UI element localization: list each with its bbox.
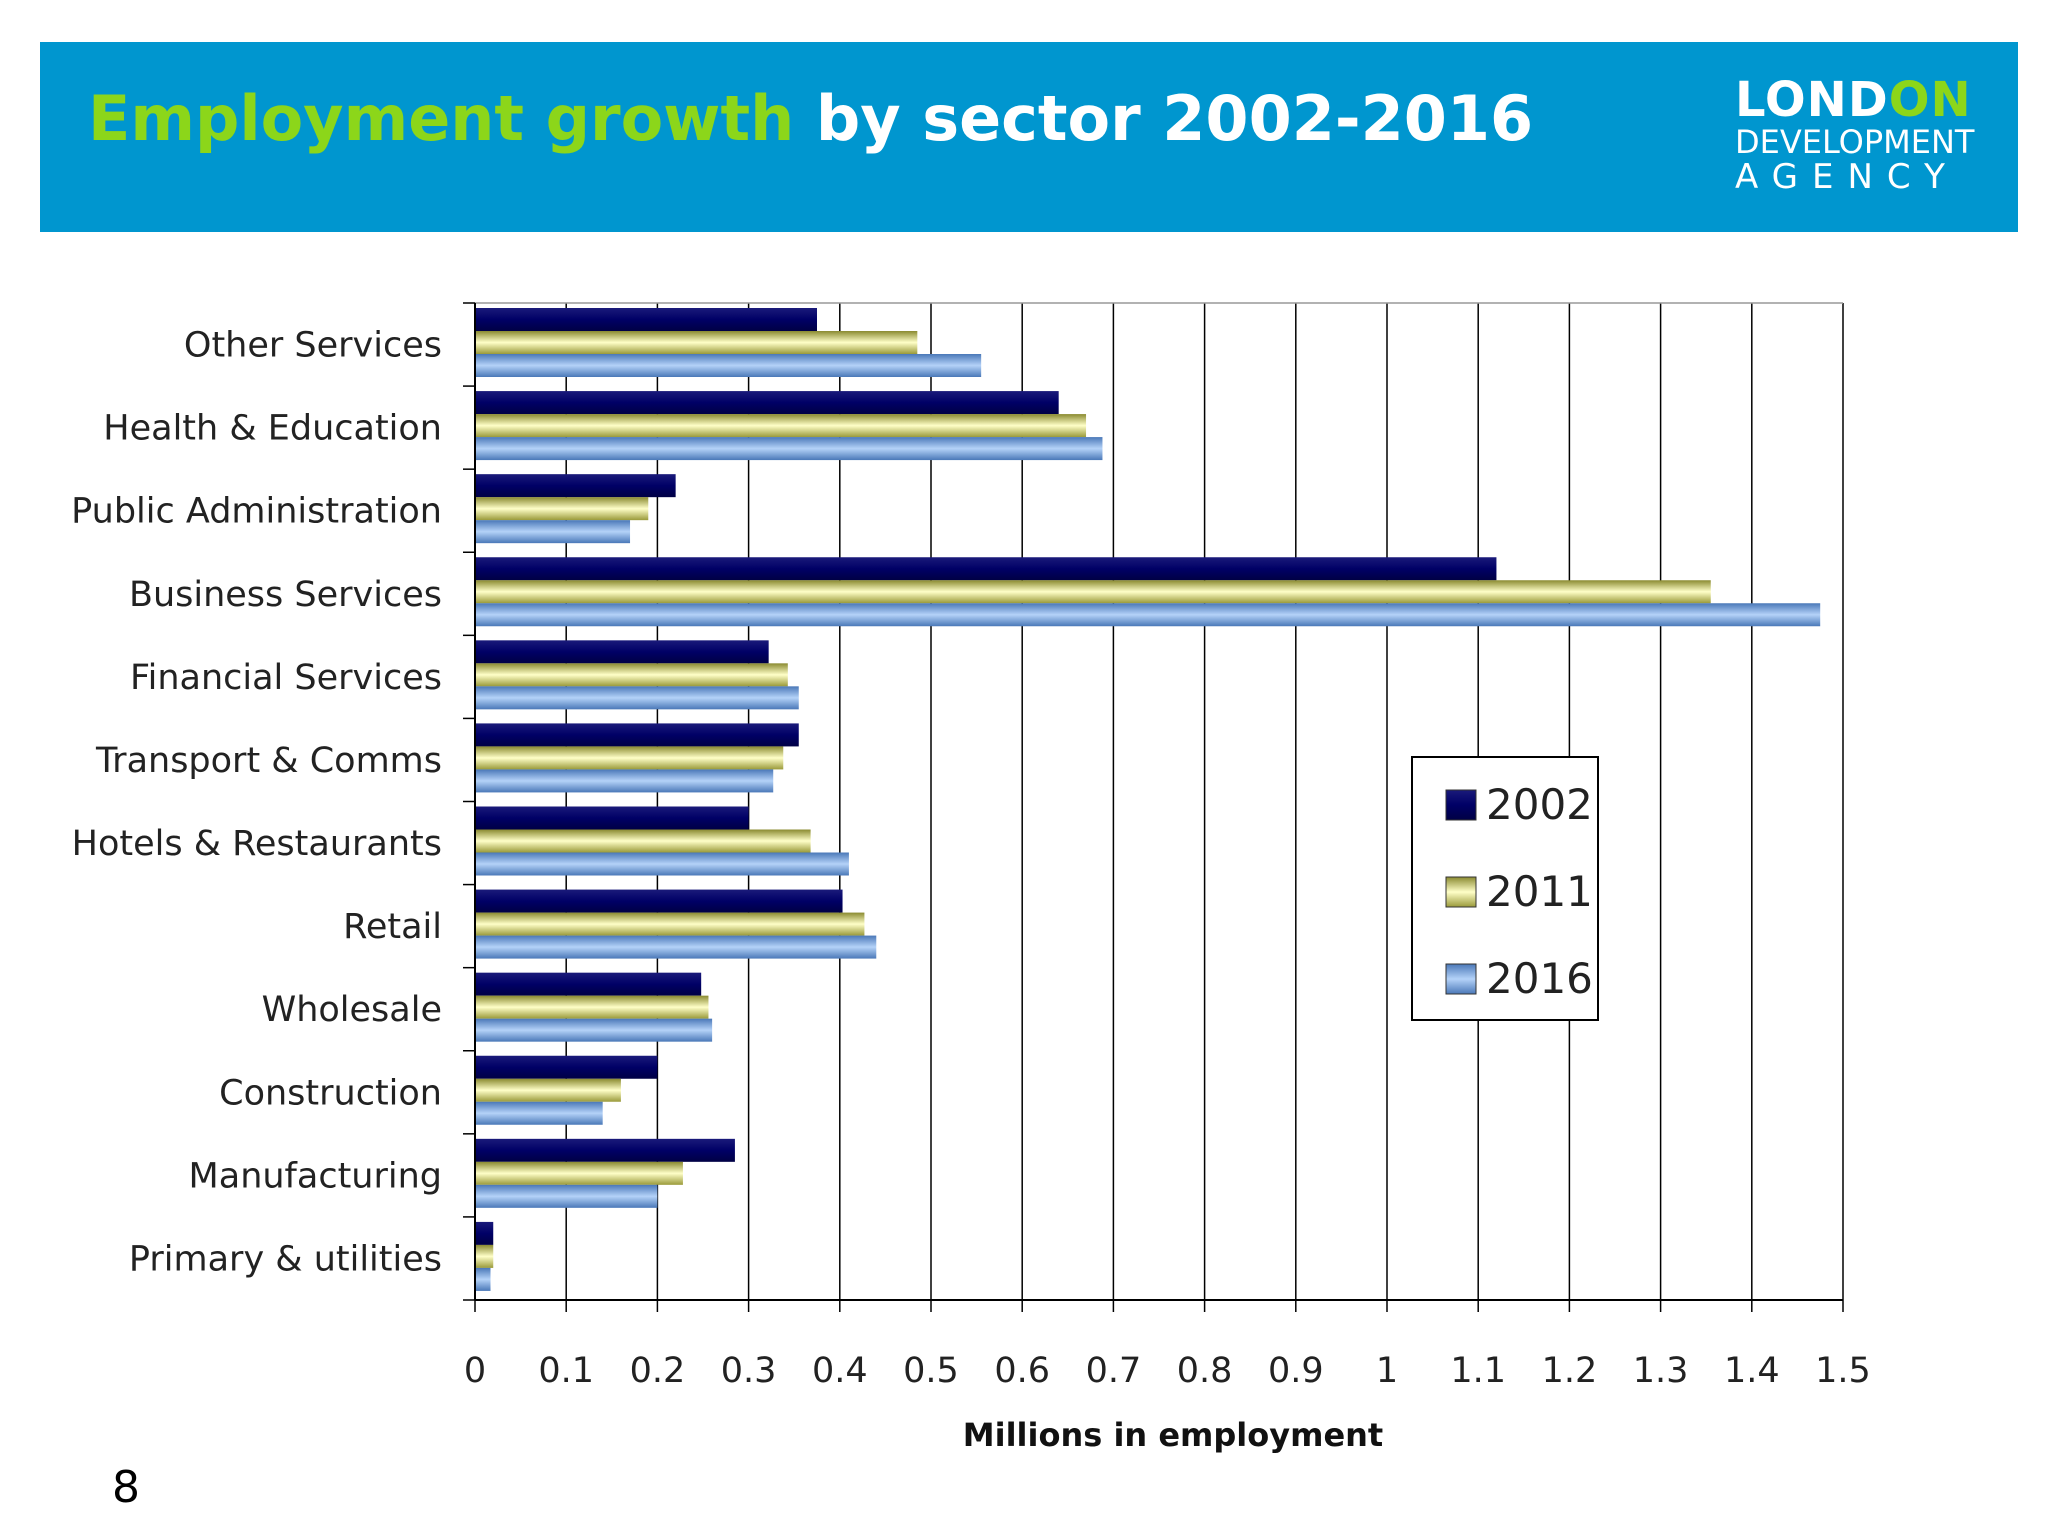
x-tick-label: 0.9 bbox=[1268, 1351, 1324, 1391]
x-tick-label: 0.1 bbox=[538, 1351, 594, 1391]
logo-line2: DEVELOPMENT bbox=[1735, 123, 1975, 161]
bar-2002 bbox=[475, 557, 1497, 581]
bar-2016 bbox=[475, 935, 877, 959]
bar-2016 bbox=[475, 354, 982, 377]
bar-2016 bbox=[475, 1101, 603, 1125]
x-tick-label: 1 bbox=[1376, 1351, 1398, 1391]
bar-2002 bbox=[475, 1221, 494, 1245]
title-accent: Employment growth bbox=[88, 82, 795, 155]
bar-2002 bbox=[475, 1138, 735, 1162]
x-tick-label: 1.4 bbox=[1724, 1351, 1780, 1391]
logo-line1-b: ON bbox=[1888, 72, 1972, 128]
legend-swatch-2002 bbox=[1445, 789, 1477, 821]
bar-2016 bbox=[475, 1018, 713, 1042]
bar-2016 bbox=[475, 686, 799, 710]
legend-label: 2002 bbox=[1486, 780, 1593, 829]
bar-2002 bbox=[475, 308, 817, 331]
bar-2011 bbox=[475, 995, 709, 1019]
legend-swatch-2011 bbox=[1445, 876, 1477, 908]
bar-2011 bbox=[475, 1161, 683, 1185]
legend-box bbox=[1411, 756, 1599, 1021]
category-label: Construction bbox=[219, 1073, 442, 1113]
bar-2016 bbox=[475, 437, 1103, 461]
bar-2016 bbox=[475, 520, 631, 544]
bar-2011 bbox=[475, 331, 918, 354]
bar-2016 bbox=[475, 1184, 658, 1208]
category-label: Financial Services bbox=[130, 658, 442, 698]
bar-2002 bbox=[475, 391, 1059, 415]
bar-2011 bbox=[475, 829, 811, 853]
title-rest: by sector 2002-2016 bbox=[815, 82, 1534, 155]
legend-label: 2011 bbox=[1486, 867, 1593, 916]
bar-2016 bbox=[475, 1267, 491, 1291]
x-tick-label: 0 bbox=[464, 1351, 486, 1391]
category-label: Health & Education bbox=[103, 409, 442, 449]
x-tick-label: 1.2 bbox=[1542, 1351, 1598, 1391]
category-label: Primary & utilities bbox=[129, 1239, 442, 1279]
x-tick-label: 0.2 bbox=[630, 1351, 686, 1391]
logo-line1: LONDON bbox=[1735, 76, 1985, 124]
category-label: Wholesale bbox=[262, 990, 442, 1030]
page-number: 8 bbox=[112, 1462, 140, 1513]
x-tick-label: 0.4 bbox=[812, 1351, 868, 1391]
page-title: Employment growth by sector 2002-2016 bbox=[88, 88, 1533, 150]
lda-logo: LONDON DEVELOPMENT AGENCY bbox=[1735, 76, 1985, 195]
x-tick-label: 0.7 bbox=[1086, 1351, 1142, 1391]
legend-label: 2016 bbox=[1486, 954, 1593, 1003]
category-label: Hotels & Restaurants bbox=[72, 824, 442, 864]
logo-line3: AGENCY bbox=[1735, 156, 1959, 197]
x-tick-label: 0.5 bbox=[903, 1351, 959, 1391]
bar-2011 bbox=[475, 746, 784, 770]
category-label: Other Services bbox=[184, 326, 442, 366]
title-banner bbox=[40, 42, 2018, 232]
bar-2002 bbox=[475, 972, 702, 996]
bar-2011 bbox=[475, 414, 1087, 438]
x-tick-label: 1.1 bbox=[1450, 1351, 1506, 1391]
category-label: Manufacturing bbox=[189, 1156, 442, 1196]
x-tick-label: 0.3 bbox=[721, 1351, 777, 1391]
bar-2002 bbox=[475, 723, 799, 747]
bar-2011 bbox=[475, 497, 649, 521]
bar-2016 bbox=[475, 769, 774, 793]
bar-2002 bbox=[475, 474, 676, 498]
category-label: Public Administration bbox=[71, 492, 442, 532]
x-tick-label: 1.3 bbox=[1633, 1351, 1689, 1391]
bar-2002 bbox=[475, 1055, 658, 1079]
bar-2002 bbox=[475, 806, 749, 830]
bar-2011 bbox=[475, 912, 865, 936]
category-label: Business Services bbox=[129, 575, 442, 615]
bar-2002 bbox=[475, 640, 769, 664]
bar-2016 bbox=[475, 603, 1821, 627]
bar-2011 bbox=[475, 1078, 621, 1102]
category-label: Retail bbox=[343, 907, 442, 947]
bar-2016 bbox=[475, 852, 849, 876]
x-tick-label: 0.8 bbox=[1177, 1351, 1233, 1391]
x-tick-label: 1.5 bbox=[1815, 1351, 1871, 1391]
bar-2002 bbox=[475, 889, 843, 913]
bar-2011 bbox=[475, 663, 788, 687]
bar-2011 bbox=[475, 580, 1711, 604]
x-tick-label: 0.6 bbox=[994, 1351, 1050, 1391]
legend-swatch-2016 bbox=[1445, 963, 1477, 995]
bar-2011 bbox=[475, 1244, 494, 1268]
logo-line1-a: LOND bbox=[1735, 72, 1889, 128]
category-label: Transport & Comms bbox=[95, 741, 442, 781]
x-axis-title: Millions in employment bbox=[963, 1416, 1383, 1454]
